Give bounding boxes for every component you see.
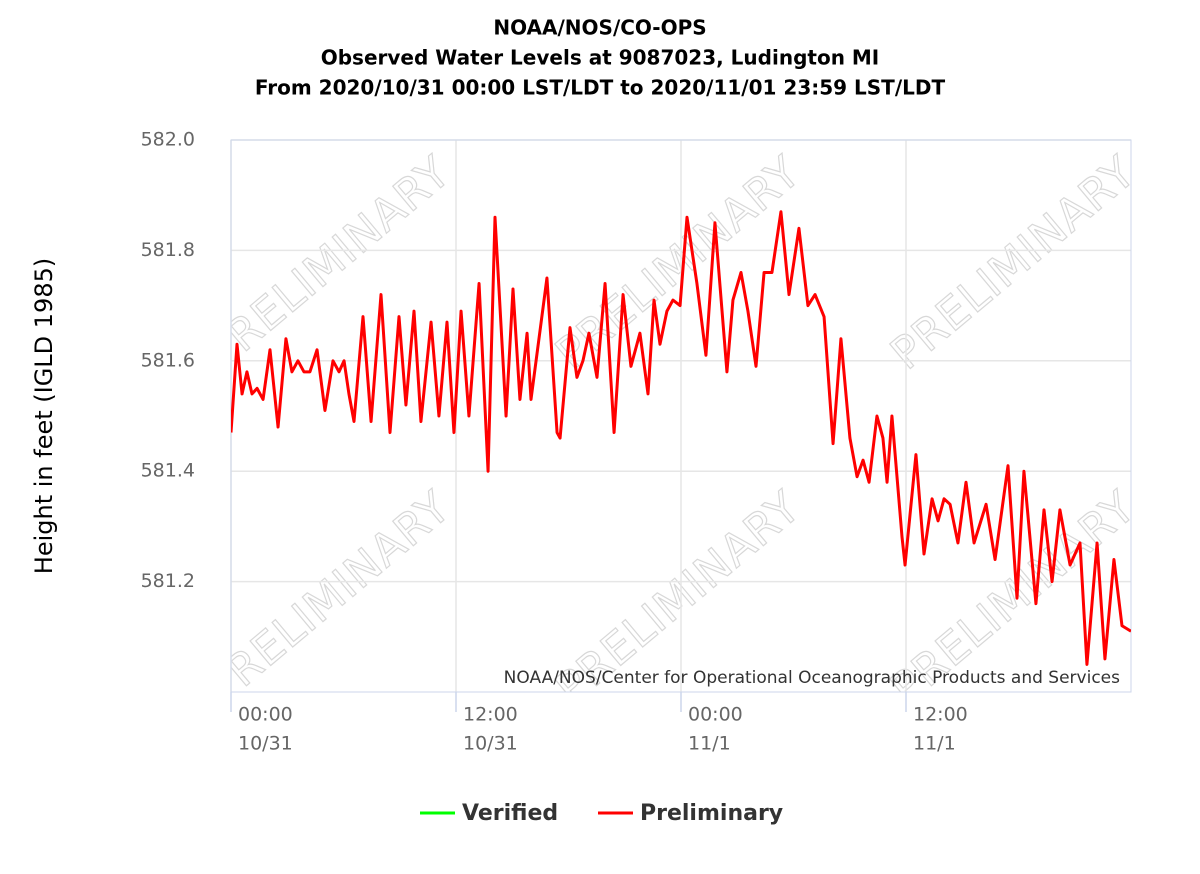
- y-tick-label: 581.2: [141, 570, 195, 592]
- watermarks: PRELIMINARY PRELIMINARY PRELIMINARYPRELIMI…: [196, 146, 1145, 714]
- y-tick-label: 582.0: [141, 129, 195, 151]
- x-tick-label: 11/1: [688, 733, 731, 755]
- y-tick-label: 581.8: [141, 239, 195, 261]
- chart-title: NOAA/NOS/CO-OPS: [493, 16, 706, 40]
- legend-label: Preliminary: [640, 801, 783, 826]
- y-axis-label: Height in feet (IGLD 1985): [30, 258, 58, 574]
- legend-label: Verified: [462, 801, 558, 826]
- chart-title: Observed Water Levels at 9087023, Luding…: [321, 46, 880, 70]
- y-tick-label: 581.6: [141, 349, 195, 371]
- x-tick-label: 00:00: [238, 704, 293, 726]
- x-tick-label: 10/31: [463, 733, 518, 755]
- y-tick-label: 581.4: [141, 460, 195, 482]
- x-tick-label: 00:00: [688, 704, 743, 726]
- series: [231, 210, 1131, 666]
- legend: Verified Preliminary: [420, 801, 783, 826]
- chart-title: From 2020/10/31 00:00 LST/LDT to 2020/11…: [255, 76, 946, 100]
- watermark: PRELIMINARY: [196, 481, 460, 714]
- data-line: [231, 210, 1131, 666]
- watermark: PRELIMINARY: [881, 146, 1145, 379]
- credits: NOAA/NOS/Center for Operational Oceanogr…: [504, 668, 1120, 688]
- x-tick-label: 12:00: [913, 704, 968, 726]
- x-tick-label: 11/1: [913, 733, 956, 755]
- x-tick-label: 10/31: [238, 733, 293, 755]
- x-tick-label: 12:00: [463, 704, 518, 726]
